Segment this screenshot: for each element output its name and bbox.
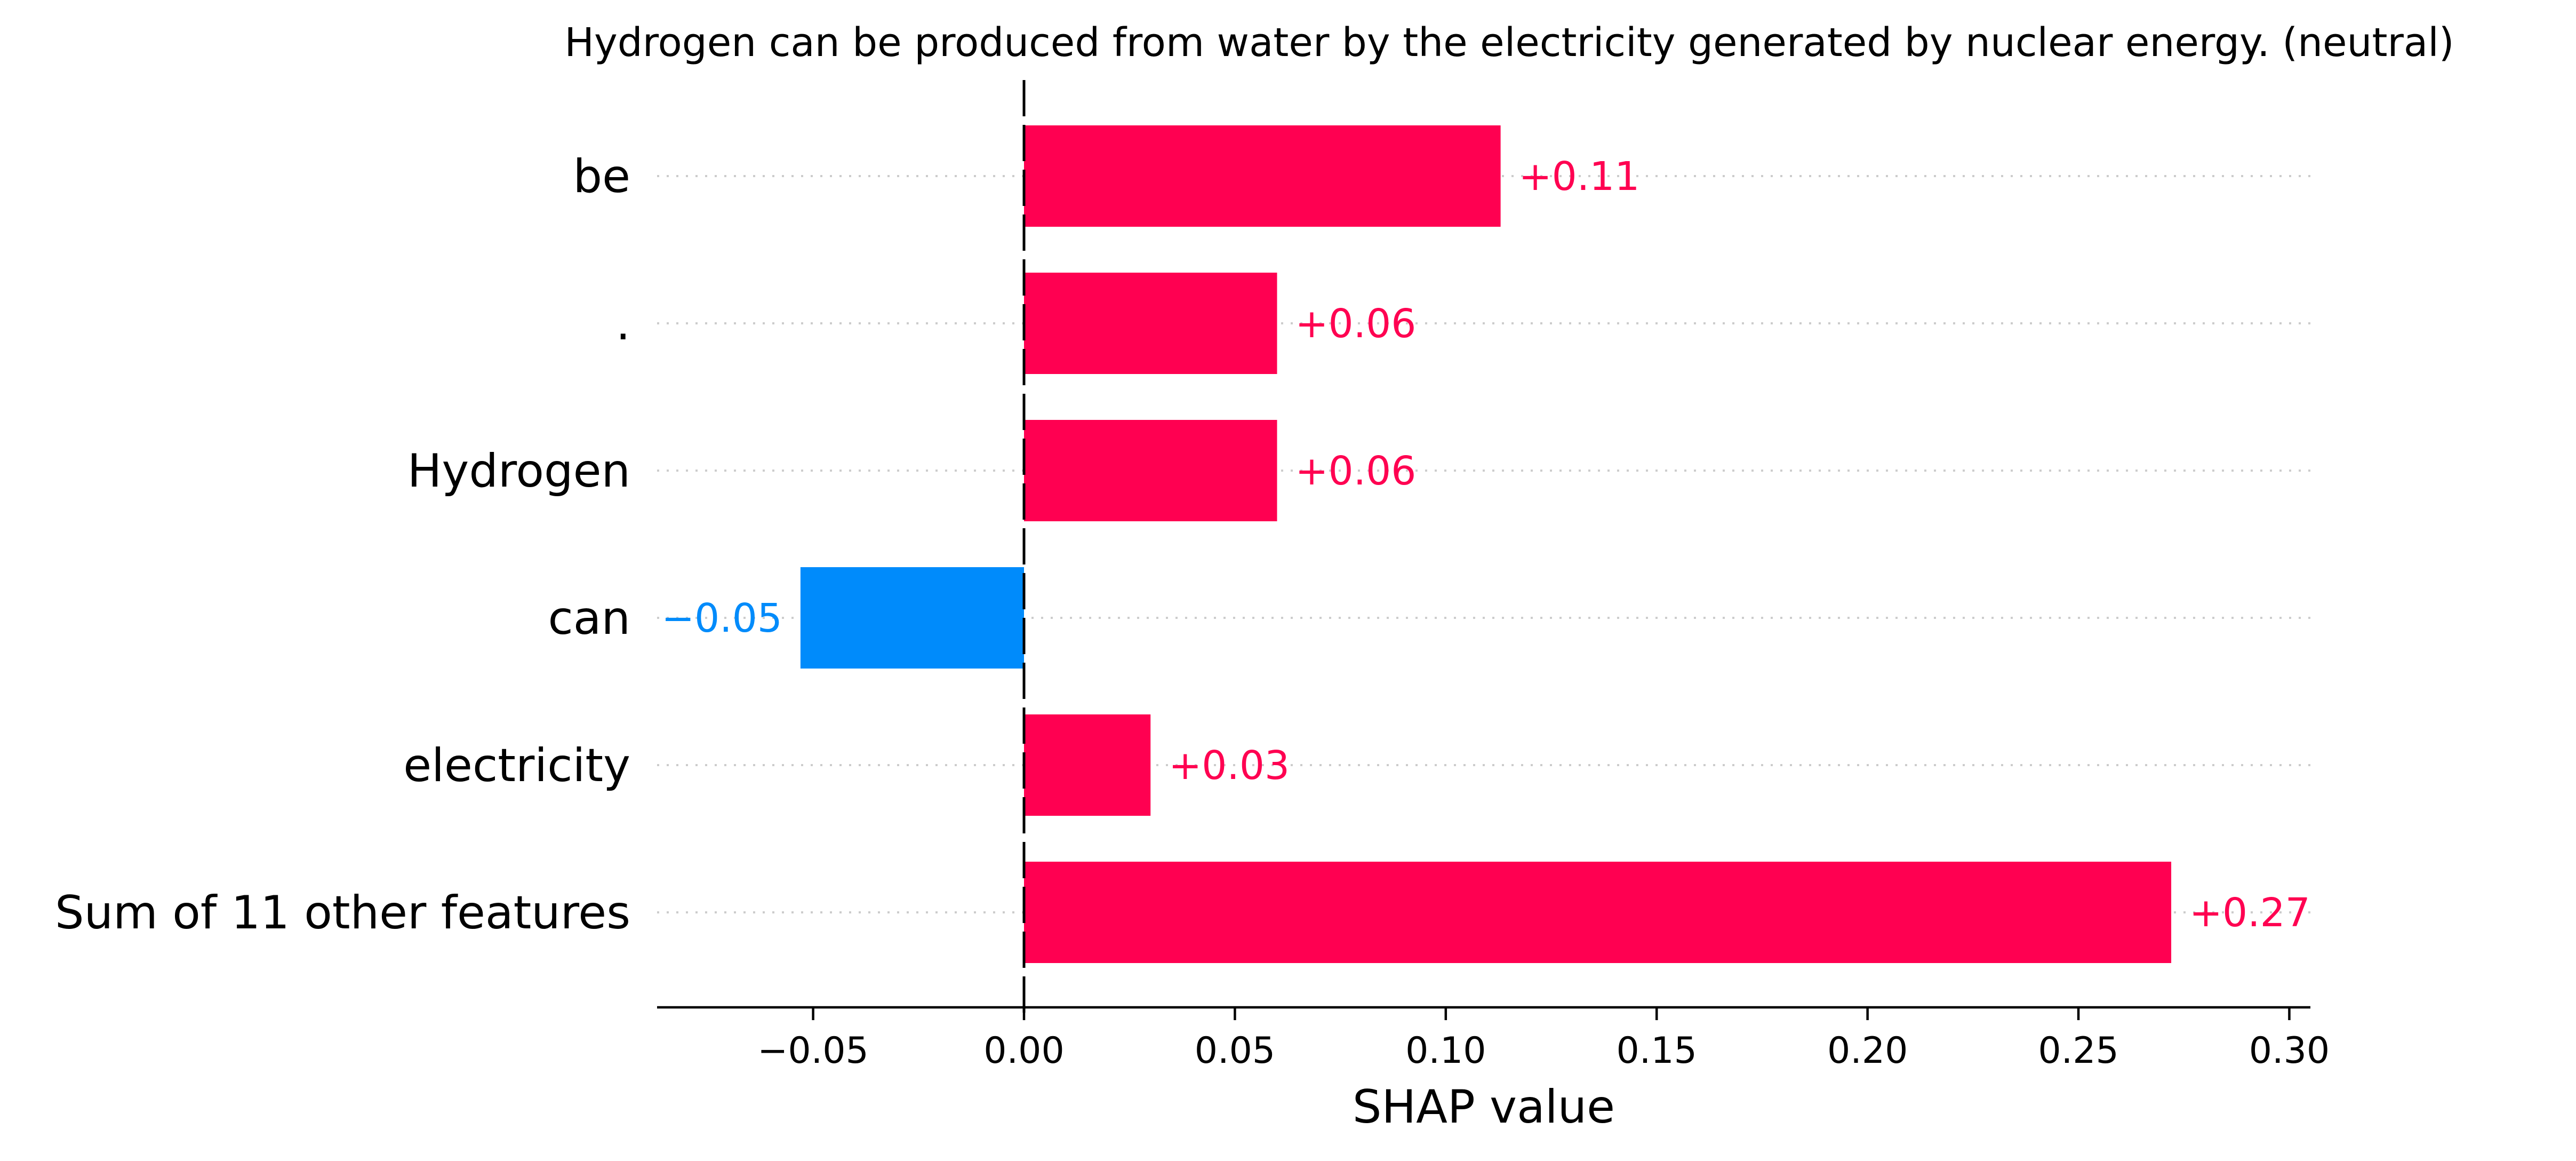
category-label: be: [573, 150, 631, 203]
x-tick-label: 0.30: [2249, 1030, 2330, 1072]
category-labels: be. Hydrogen can electricity Sum of 11 other…: [55, 150, 630, 940]
value-label: −0.05: [661, 595, 782, 641]
value-label: +0.03: [1169, 743, 1290, 789]
bar-5: [1024, 862, 2172, 963]
x-tick-label: −0.05: [757, 1030, 868, 1072]
chart-title: Hydrogen can be produced from water by t…: [564, 20, 2454, 66]
category-label: Sum of 11 other features: [55, 886, 630, 940]
x-tick-label: 0.10: [1405, 1030, 1486, 1072]
x-ticks: −0.05 0.00 0.05 0.10 0.15 0.20 0.25 0.30: [757, 1007, 2330, 1072]
bar-0: [1024, 125, 1501, 227]
x-axis-label: SHAP value: [1353, 1080, 1615, 1134]
x-tick-label: 0.25: [2038, 1030, 2118, 1072]
bars: [800, 125, 2172, 963]
x-tick-label: 0.20: [1827, 1030, 1908, 1072]
category-label: can: [548, 592, 631, 645]
bar-4: [1024, 714, 1151, 816]
category-label: .: [616, 297, 630, 351]
value-label: +0.11: [1519, 154, 1640, 200]
category-label: Hydrogen: [407, 444, 630, 498]
value-label: +0.06: [1295, 301, 1417, 347]
value-label: +0.06: [1295, 448, 1417, 494]
category-label: electricity: [403, 739, 630, 792]
value-label: +0.27: [2189, 890, 2310, 936]
value-labels: +0.11 +0.06 +0.06 −0.05 +0.03 +0.27: [661, 154, 2310, 936]
x-tick-label: 0.05: [1195, 1030, 1275, 1072]
x-axis: −0.05 0.00 0.05 0.10 0.15 0.20 0.25 0.30: [657, 1006, 2330, 1072]
bar-1: [1024, 273, 1277, 374]
bar-2: [1024, 420, 1277, 521]
x-tick-label: 0.15: [1617, 1030, 1697, 1072]
bar-3: [800, 567, 1025, 669]
x-tick-label: 0.00: [983, 1030, 1064, 1072]
